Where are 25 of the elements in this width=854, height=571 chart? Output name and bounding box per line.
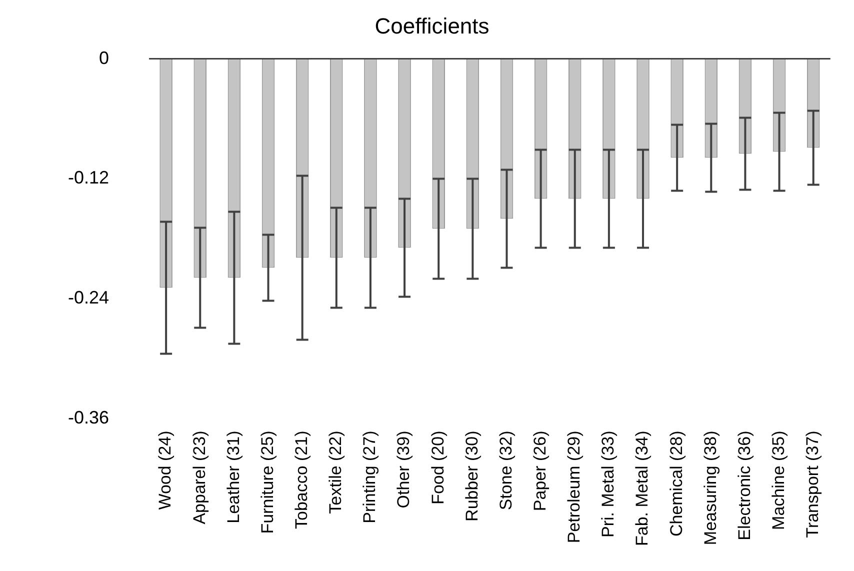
x-tick-label: Rubber (30)	[462, 430, 482, 522]
x-tick-label: Petroleum (29)	[564, 430, 584, 544]
x-tick-label: Fab. Metal (34)	[632, 430, 652, 546]
x-tick-label: Apparel (23)	[190, 430, 209, 524]
x-tick-label: Chemical (28)	[666, 430, 686, 537]
y-tick-label: -0.36	[68, 408, 110, 428]
x-tick-label: Measuring (38)	[700, 430, 720, 546]
x-tick-label: Tobacco (21)	[292, 430, 312, 530]
x-tick-label: Transport (37)	[803, 430, 822, 538]
x-tick-label: Machine (35)	[768, 430, 788, 530]
x-tick-label: Stone (32)	[496, 430, 516, 510]
chart-title: Coefficients	[374, 14, 490, 39]
x-tick-label: Food (20)	[428, 430, 448, 504]
x-tick-label: Pri. Metal (33)	[598, 430, 618, 538]
y-tick-label: -0.24	[68, 288, 110, 308]
x-tick-label: Paper (26)	[530, 430, 550, 512]
x-tick-label: Wood (24)	[156, 430, 175, 510]
x-tick-label: Textile (22)	[326, 430, 346, 514]
y-tick-label: 0	[99, 48, 110, 68]
x-tick-label: Furniture (25)	[258, 430, 277, 534]
x-tick-label: Printing (27)	[360, 430, 380, 524]
x-tick-label: Leather (31)	[224, 430, 243, 524]
x-tick-label: Electronic (36)	[734, 430, 754, 540]
y-tick-label: -0.12	[68, 168, 110, 188]
x-tick-label: Other (39)	[394, 430, 414, 508]
